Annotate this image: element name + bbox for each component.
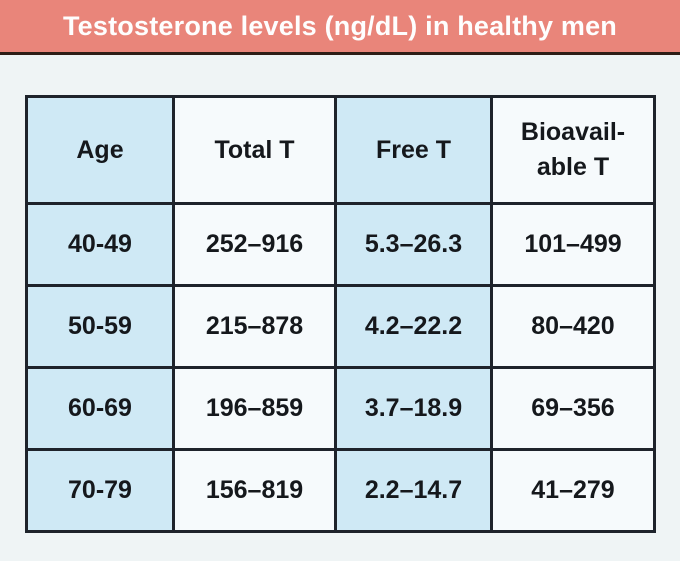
cell-age-range: 70-79 [25,448,175,533]
cell-age-range: 40-49 [25,202,175,287]
cell-bioavailable-t: 101–499 [490,202,656,287]
table-header-row: Age Total T Free T Bioavail- able T [25,95,656,205]
table-row: 40-49 252–916 5.3–26.3 101–499 [25,202,656,287]
table-row: 50-59 215–878 4.2–22.2 80–420 [25,284,656,369]
col-header-bioavailable-t: Bioavail- able T [490,95,656,205]
cell-total-t: 215–878 [172,284,337,369]
cell-total-t: 252–916 [172,202,337,287]
cell-total-t: 196–859 [172,366,337,451]
page-title: Testosterone levels (ng/dL) in healthy m… [62,10,617,41]
cell-free-t: 4.2–22.2 [334,284,493,369]
title-bar: Testosterone levels (ng/dL) in healthy m… [0,0,680,55]
cell-free-t: 5.3–26.3 [334,202,493,287]
testosterone-table: Age Total T Free T Bioavail- able T 40-4… [25,95,656,533]
table-row: 70-79 156–819 2.2–14.7 41–279 [25,448,656,533]
cell-bioavailable-t: 69–356 [490,366,656,451]
cell-total-t: 156–819 [172,448,337,533]
cell-age-range: 60-69 [25,366,175,451]
cell-free-t: 2.2–14.7 [334,448,493,533]
cell-age-range: 50-59 [25,284,175,369]
col-header-free-t: Free T [334,95,493,205]
cell-bioavailable-t: 41–279 [490,448,656,533]
cell-free-t: 3.7–18.9 [334,366,493,451]
col-header-total-t: Total T [172,95,337,205]
table-row: 60-69 196–859 3.7–18.9 69–356 [25,366,656,451]
cell-bioavailable-t: 80–420 [490,284,656,369]
col-header-age: Age [25,95,175,205]
